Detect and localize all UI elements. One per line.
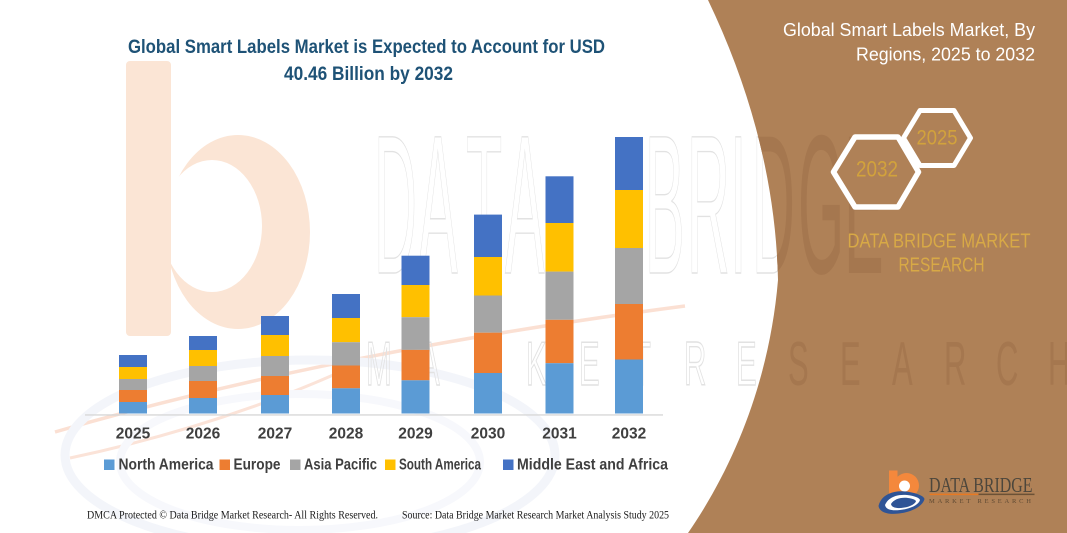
svg-text:Asia Pacific: Asia Pacific	[304, 457, 377, 474]
svg-text:Europe: Europe	[234, 457, 281, 474]
svg-text:E: E	[736, 331, 757, 399]
svg-text:DMCA Protected © Data Bridge M: DMCA Protected © Data Bridge Market Rese…	[87, 510, 378, 522]
svg-text:R: R	[687, 94, 730, 315]
svg-text:2025: 2025	[917, 127, 958, 150]
svg-text:A: A	[505, 94, 545, 315]
svg-text:DATA BRIDGE MARKET: DATA BRIDGE MARKET	[848, 231, 1031, 253]
svg-text:South America: South America	[399, 457, 481, 474]
svg-text:C: C	[996, 331, 1018, 399]
svg-text:2030: 2030	[471, 426, 505, 443]
svg-text:Middle East and Africa: Middle East and Africa	[517, 457, 668, 474]
svg-text:K: K	[526, 331, 547, 399]
svg-text:2032: 2032	[856, 157, 898, 182]
svg-text:E: E	[579, 331, 600, 399]
svg-text:2026: 2026	[186, 426, 221, 443]
svg-text:40.46 Billion by 2032: 40.46 Billion by 2032	[284, 64, 453, 85]
svg-text:North America: North America	[119, 457, 214, 474]
svg-text:S: S	[788, 331, 809, 399]
svg-text:M: M	[366, 331, 392, 399]
svg-text:RESEARCH: RESEARCH	[899, 255, 985, 277]
svg-text:G: G	[798, 94, 844, 315]
svg-text:MARKET RESEARCH: MARKET RESEARCH	[929, 498, 1031, 505]
svg-text:R: R	[684, 331, 706, 399]
svg-text:H: H	[1048, 331, 1067, 399]
svg-text:2031: 2031	[542, 426, 577, 443]
svg-text:Regions, 2025 to 2032: Regions, 2025 to 2032	[856, 45, 1035, 65]
svg-text:2032: 2032	[612, 426, 646, 443]
svg-text:2025: 2025	[116, 426, 151, 443]
svg-text:I: I	[730, 94, 747, 315]
svg-text:2029: 2029	[398, 426, 433, 443]
svg-text:Source: Data Bridge Market Res: Source: Data Bridge Market Research Mark…	[402, 510, 669, 522]
svg-text:R: R	[944, 331, 966, 399]
svg-text:Global Smart Labels Market is: Global Smart Labels Market is Expected t…	[128, 37, 605, 58]
svg-text:E: E	[840, 331, 861, 399]
svg-text:2027: 2027	[258, 426, 292, 443]
svg-text:DATA BRIDGE: DATA BRIDGE	[929, 473, 1033, 497]
svg-text:2028: 2028	[329, 426, 364, 443]
svg-text:B: B	[645, 94, 685, 315]
svg-text:Global Smart Labels Market, By: Global Smart Labels Market, By	[783, 20, 1035, 40]
svg-text:A: A	[892, 331, 913, 399]
